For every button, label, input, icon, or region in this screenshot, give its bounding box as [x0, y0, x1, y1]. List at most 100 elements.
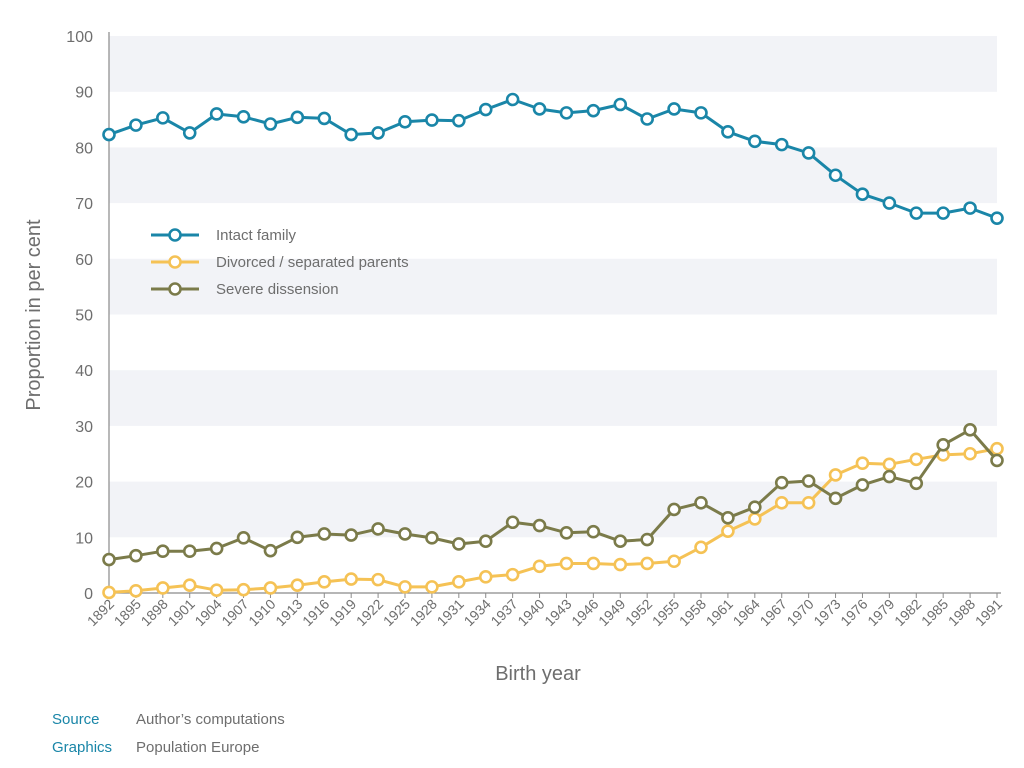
y-axis: 0 10 20 30 40 50 60 70 80 90 100 — [66, 29, 110, 603]
data-point — [102, 127, 116, 142]
graphics-value: Population Europe — [136, 739, 260, 756]
data-point — [990, 441, 1004, 456]
x-tick-label: 1991 — [972, 596, 1005, 629]
x-tick-label: 1943 — [541, 596, 574, 629]
series-line — [108, 98, 998, 220]
data-point — [721, 524, 735, 538]
data-point — [532, 518, 547, 533]
data-point — [586, 556, 601, 571]
data-point — [532, 102, 547, 116]
legend-swatch-marker — [168, 228, 182, 242]
data-point — [694, 540, 708, 555]
data-point — [425, 113, 439, 127]
grid-band — [109, 36, 997, 92]
x-tick-label: 1940 — [514, 596, 547, 629]
data-point — [156, 544, 170, 559]
data-point — [909, 452, 924, 467]
y-tick-label: 80 — [75, 140, 93, 157]
data-point — [371, 126, 385, 140]
legend-swatch-marker — [168, 255, 182, 269]
series-2 — [102, 441, 1004, 600]
data-point — [290, 530, 305, 545]
x-tick-label: 1967 — [757, 596, 790, 629]
data-point — [209, 583, 224, 598]
data-point — [344, 528, 358, 542]
data-point — [694, 106, 708, 120]
data-point — [963, 422, 977, 437]
data-point — [236, 109, 251, 124]
data-point — [936, 206, 950, 220]
data-point — [748, 500, 762, 515]
x-tick-label: 1922 — [353, 596, 386, 629]
y-tick-label: 30 — [75, 419, 93, 436]
data-point — [478, 570, 493, 584]
data-point — [102, 585, 116, 600]
grid-band — [109, 370, 997, 426]
data-point — [505, 515, 520, 530]
data-point — [613, 557, 628, 572]
x-axis: 1892189518981901190419071910191319161919… — [84, 592, 1005, 629]
data-point — [156, 111, 170, 125]
x-tick-label: 1964 — [730, 596, 763, 629]
series-line — [108, 428, 999, 562]
data-point — [801, 495, 816, 510]
data-point — [398, 114, 412, 129]
data-point — [559, 106, 574, 120]
data-point — [478, 534, 493, 548]
data-point — [505, 92, 520, 107]
data-point — [398, 527, 412, 541]
data-point — [129, 583, 143, 598]
data-point — [371, 522, 385, 536]
y-tick-label: 10 — [75, 530, 93, 547]
data-point — [936, 438, 950, 452]
x-tick-label: 1919 — [326, 596, 359, 629]
data-point — [990, 211, 1004, 225]
x-tick-label: 1946 — [568, 596, 601, 629]
y-tick-label: 40 — [75, 363, 93, 380]
x-tick-label: 1958 — [676, 596, 709, 629]
footer-source: Source Author’s computations — [52, 711, 285, 728]
data-point — [882, 457, 897, 472]
x-tick-label: 1916 — [299, 596, 332, 629]
x-tick-label: 1937 — [487, 596, 520, 629]
legend-label: Divorced / separated parents — [216, 254, 409, 271]
x-tick-label: 1931 — [434, 596, 467, 629]
data-point — [505, 567, 520, 582]
data-point — [774, 475, 789, 490]
legend-label: Intact family — [216, 227, 297, 244]
x-tick-label: 1904 — [191, 596, 224, 629]
x-tick-label: 1928 — [407, 596, 440, 629]
data-point — [559, 556, 574, 571]
data-point — [963, 201, 977, 215]
data-point — [774, 137, 789, 152]
x-tick-label: 1973 — [810, 596, 843, 629]
data-point — [532, 559, 547, 574]
data-point — [182, 578, 197, 593]
data-point — [748, 134, 762, 149]
data-point — [317, 111, 332, 126]
grid-band — [109, 258, 997, 315]
series-3 — [102, 422, 1004, 567]
data-point — [209, 107, 224, 121]
data-point — [801, 474, 816, 488]
data-point — [236, 531, 251, 545]
data-point — [317, 527, 332, 541]
x-tick-label: 1898 — [138, 596, 171, 629]
data-point — [478, 102, 493, 117]
data-point — [371, 572, 385, 587]
y-axis-label: Proportion in per cent — [23, 219, 45, 411]
x-tick-label: 1910 — [245, 596, 278, 629]
data-point — [828, 168, 843, 183]
data-point — [290, 110, 305, 125]
y-tick-label: 90 — [75, 85, 93, 102]
data-point — [613, 534, 628, 548]
data-point — [425, 531, 439, 545]
y-tick-label: 70 — [75, 196, 93, 213]
data-point — [290, 578, 305, 593]
x-tick-label: 1976 — [837, 596, 870, 629]
data-point — [559, 526, 574, 540]
legend-item: Intact family — [151, 227, 297, 244]
data-point — [317, 575, 332, 589]
data-point — [425, 580, 439, 594]
